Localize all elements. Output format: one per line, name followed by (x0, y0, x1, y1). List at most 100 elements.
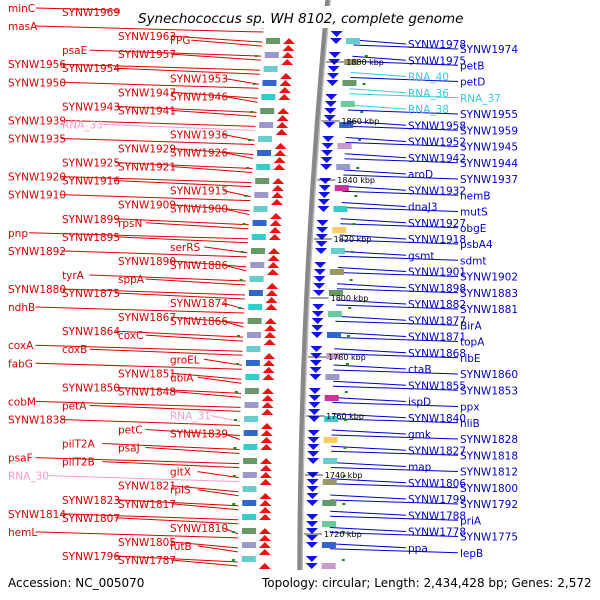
feature-block-right (328, 290, 343, 296)
scale-label: 1840 kbp (337, 176, 375, 185)
left-leader-line (89, 274, 246, 282)
reverse-gene-arrow (322, 136, 335, 142)
reverse-gene-arrow (313, 276, 326, 282)
reverse-gene-arrow (306, 514, 319, 520)
left-gene-label: SYNW1805 (118, 537, 176, 549)
forward-gene-arrow (264, 325, 277, 331)
forward-gene-arrow (275, 129, 288, 135)
right-gene-label: SYNW1952 (408, 137, 466, 149)
right-gene-label: SYNW1944 (460, 158, 518, 170)
forward-gene-arrow (267, 255, 280, 261)
reverse-gene-arrow (317, 199, 330, 205)
right-leader-line (335, 320, 459, 326)
right-gene-label: sdmt (460, 255, 486, 267)
left-leader-line (89, 348, 243, 356)
reverse-gene-arrow (310, 332, 323, 338)
forward-gene-arrow (261, 409, 274, 415)
right-gene-label: SYNW1877 (408, 315, 466, 327)
left-gene-label: SYNW1946 (170, 91, 228, 103)
left-leader-line (115, 67, 260, 75)
left-gene-label: serRS (170, 242, 201, 254)
feature-block-left (254, 192, 269, 198)
left-gene-label: RNA_33 (62, 119, 103, 131)
right-leader-line (330, 483, 459, 489)
left-gene-label: SYNW1807 (62, 513, 120, 525)
right-gene-label: SYNW1788 (408, 510, 466, 522)
left-leader-line (171, 109, 257, 117)
right-leader-line (336, 299, 407, 305)
tick-dash (364, 55, 368, 57)
left-gene-label: SYNW1953 (170, 73, 228, 85)
left-gene-label: coxC (118, 330, 143, 342)
left-gene-label: gltX (170, 467, 191, 479)
reverse-gene-arrow (321, 150, 334, 156)
right-gene-label: petD (460, 77, 485, 89)
scale-label: 1800 kbp (331, 294, 369, 303)
right-leader-line (332, 397, 407, 402)
forward-gene-arrow (265, 297, 278, 303)
left-gene-label: SYNW1890 (118, 256, 176, 268)
right-leader-line (341, 202, 407, 207)
left-leader-line (171, 166, 253, 174)
left-gene-label: SYNW1839 (170, 429, 228, 441)
right-gene-label: petB (460, 60, 484, 72)
left-leader-line (115, 517, 239, 525)
left-leader-line (191, 39, 263, 47)
reverse-gene-arrow (305, 563, 318, 569)
reverse-gene-arrow (312, 304, 325, 310)
reverse-gene-arrow (307, 430, 320, 436)
reverse-gene-arrow (309, 374, 322, 380)
left-gene-label: SYNW1969 (62, 7, 120, 19)
reverse-gene-arrow (319, 178, 332, 184)
right-leader-line (335, 315, 407, 321)
forward-gene-arrow (258, 542, 271, 548)
left-leader-line (145, 429, 240, 436)
reverse-gene-arrow (316, 227, 329, 233)
forward-gene-arrow (274, 150, 287, 156)
left-leader-line (115, 218, 249, 226)
forward-gene-arrow (263, 339, 276, 345)
forward-gene-arrow (258, 528, 271, 534)
tick-dash (356, 167, 360, 169)
left-leader-line (61, 194, 251, 202)
right-gene-label: aroD (408, 169, 433, 181)
left-leader-line (35, 457, 240, 465)
right-gene-label: RNA_38 (408, 104, 449, 116)
left-leader-line (61, 513, 239, 521)
feature-block-left (243, 430, 258, 436)
genome-backbone (297, 0, 332, 600)
right-leader-line (330, 467, 459, 472)
left-leader-line (171, 91, 258, 99)
tick-dash (252, 83, 256, 85)
right-leader-line (334, 348, 407, 354)
right-leader-line (330, 499, 459, 505)
scale-marks: 1880 kbp 1860 kbp 1840 kbp 1820 kbp 1800 kbp… (303, 58, 384, 539)
left-leader-line (145, 222, 249, 230)
left-gene-label: RNA_30 (8, 471, 49, 483)
feature-block-right (323, 458, 338, 464)
feature-block-left (245, 374, 260, 380)
left-gene-label: minC (8, 3, 35, 15)
feature-block-left (256, 164, 271, 170)
left-leader-line (102, 123, 256, 131)
right-leader-line (332, 413, 407, 419)
tick-dash (237, 335, 240, 337)
accession-text: Accession: NC_005070 (8, 576, 144, 590)
left-gene-label: sppA (118, 274, 145, 286)
forward-gene-arrow (266, 283, 279, 289)
right-leader-line (334, 337, 459, 342)
left-gene-label: RNA_31 (170, 410, 211, 422)
right-gene-label: SYNW1792 (460, 499, 518, 511)
left-gene-label: rpsN (118, 218, 142, 230)
left-leader-line (115, 292, 245, 300)
left-gene-label: SYNW1899 (62, 214, 120, 226)
right-gene-label: hliB (460, 418, 480, 430)
left-leader-line (145, 447, 240, 455)
right-leader-line (330, 462, 407, 467)
feature-block-left (242, 472, 257, 478)
tick-dash (246, 167, 250, 169)
left-leader-line (171, 541, 238, 549)
left-leader-line (61, 81, 259, 89)
map-title: Synechococcus sp. WH 8102, complete geno… (138, 11, 463, 27)
